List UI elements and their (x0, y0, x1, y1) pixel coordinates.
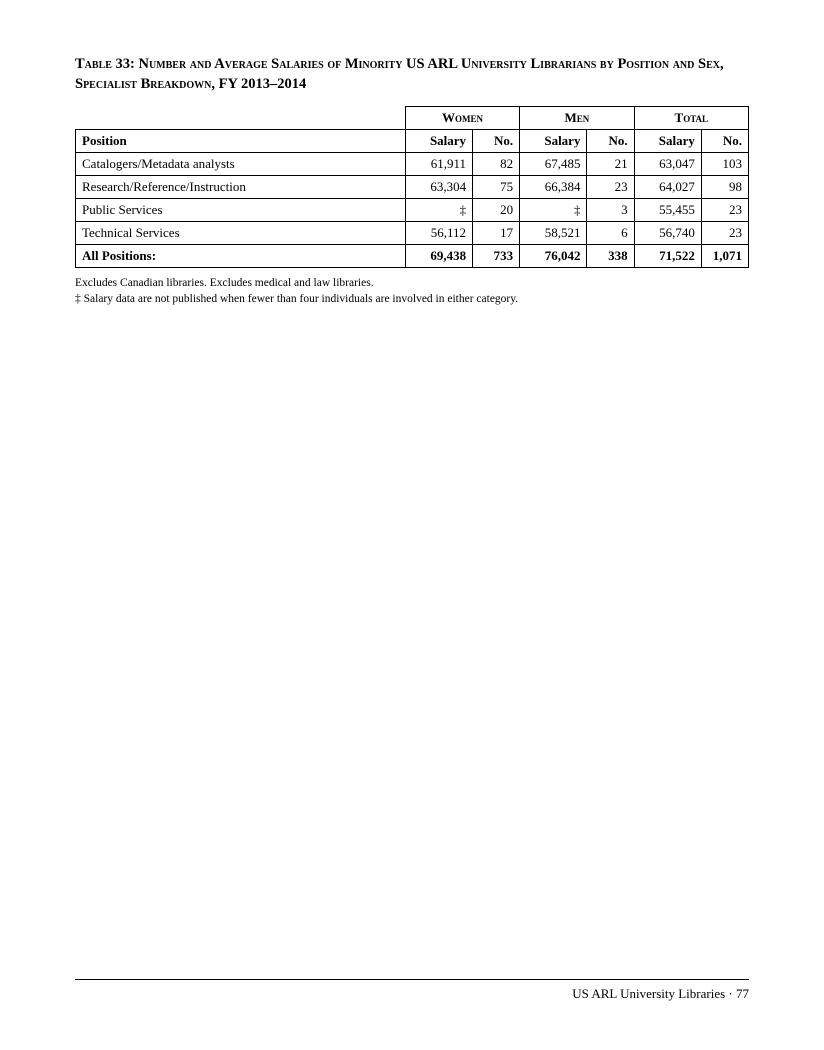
col-women-salary: Salary (405, 130, 472, 153)
cell-value: 733 (473, 245, 520, 268)
cell-value: 23 (587, 176, 634, 199)
cell-value: 58,521 (520, 222, 587, 245)
group-total: Total (634, 107, 748, 130)
table-row: Technical Services 56,112 17 58,521 6 56… (76, 222, 749, 245)
cell-value: 76,042 (520, 245, 587, 268)
cell-position: Technical Services (76, 222, 406, 245)
cell-value: ‡ (520, 199, 587, 222)
cell-value: 61,911 (405, 153, 472, 176)
salary-table: Women Men Total Position Salary No. Sala… (75, 106, 749, 268)
page-footer: US ARL University Libraries · 77 (75, 979, 749, 1002)
table-row: Public Services ‡ 20 ‡ 3 55,455 23 (76, 199, 749, 222)
table-row: Catalogers/Metadata analysts 61,911 82 6… (76, 153, 749, 176)
cell-value: 23 (701, 199, 748, 222)
cell-value: 64,027 (634, 176, 701, 199)
cell-value: 82 (473, 153, 520, 176)
cell-position: Research/Reference/Instruction (76, 176, 406, 199)
group-women: Women (405, 107, 519, 130)
cell-value: 56,740 (634, 222, 701, 245)
cell-value: 17 (473, 222, 520, 245)
table-total-row: All Positions: 69,438 733 76,042 338 71,… (76, 245, 749, 268)
note-line: ‡ Salary data are not published when few… (75, 292, 749, 308)
cell-value: 71,522 (634, 245, 701, 268)
note-line: Excludes Canadian libraries. Excludes me… (75, 276, 749, 292)
cell-value: 56,112 (405, 222, 472, 245)
cell-value: 63,047 (634, 153, 701, 176)
col-men-salary: Salary (520, 130, 587, 153)
cell-value: 3 (587, 199, 634, 222)
table-group-row: Women Men Total (76, 107, 749, 130)
cell-value: 69,438 (405, 245, 472, 268)
cell-position: All Positions: (76, 245, 406, 268)
col-total-no: No. (701, 130, 748, 153)
cell-value: 98 (701, 176, 748, 199)
cell-value: 55,455 (634, 199, 701, 222)
blank-header (76, 107, 406, 130)
cell-value: 63,304 (405, 176, 472, 199)
cell-position: Catalogers/Metadata analysts (76, 153, 406, 176)
cell-value: ‡ (405, 199, 472, 222)
col-men-no: No. (587, 130, 634, 153)
cell-value: 23 (701, 222, 748, 245)
cell-value: 103 (701, 153, 748, 176)
table-subheader-row: Position Salary No. Salary No. Salary No… (76, 130, 749, 153)
col-position: Position (76, 130, 406, 153)
table-title: Table 33: Number and Average Salaries of… (75, 55, 749, 94)
cell-value: 1,071 (701, 245, 748, 268)
col-total-salary: Salary (634, 130, 701, 153)
cell-value: 20 (473, 199, 520, 222)
cell-value: 67,485 (520, 153, 587, 176)
cell-value: 338 (587, 245, 634, 268)
cell-value: 21 (587, 153, 634, 176)
cell-value: 66,384 (520, 176, 587, 199)
table-row: Research/Reference/Instruction 63,304 75… (76, 176, 749, 199)
table-notes: Excludes Canadian libraries. Excludes me… (75, 276, 749, 307)
cell-value: 6 (587, 222, 634, 245)
cell-value: 75 (473, 176, 520, 199)
cell-position: Public Services (76, 199, 406, 222)
group-men: Men (520, 107, 634, 130)
col-women-no: No. (473, 130, 520, 153)
